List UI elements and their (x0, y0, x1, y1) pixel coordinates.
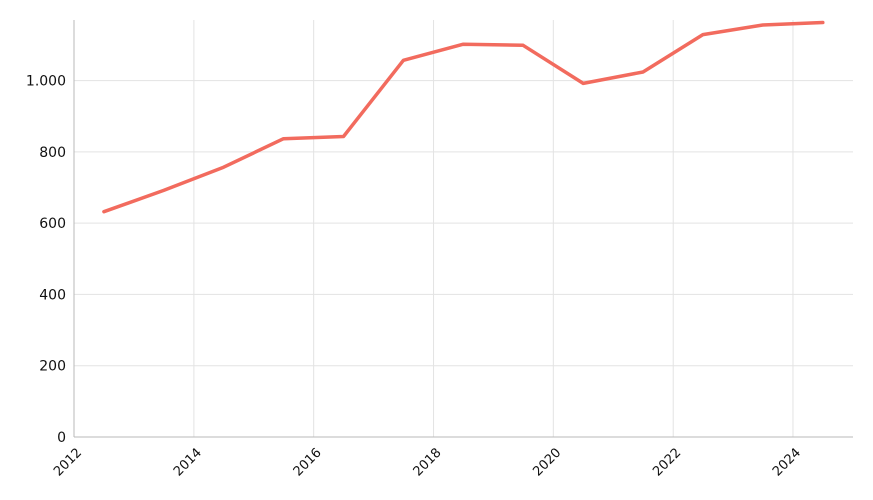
x-tick-label: 2018 (411, 445, 445, 479)
x-tick-label: 2014 (171, 445, 205, 479)
y-tick-label: 800 (39, 145, 66, 161)
y-tick-label: 600 (39, 216, 66, 232)
grid (74, 20, 853, 437)
x-tick-label: 2024 (770, 445, 804, 479)
y-axis-tick-labels: 0 200 400 600 800 1.000 (26, 74, 66, 446)
y-tick-label: 0 (57, 430, 66, 446)
series-layer (102, 20, 825, 214)
x-tick-label: 2016 (291, 445, 325, 479)
x-axis-tick-labels: 2012 2014 2016 2018 2020 2022 2024 (51, 445, 804, 479)
y-tick-label: 200 (39, 359, 66, 375)
y-tick-label: 1.000 (26, 74, 66, 90)
series-line (102, 20, 825, 214)
x-tick-label: 2020 (530, 445, 564, 479)
y-tick-label: 400 (39, 287, 66, 303)
axes (73, 20, 853, 438)
x-tick-label: 2012 (51, 445, 85, 479)
x-tick-label: 2022 (650, 445, 684, 479)
